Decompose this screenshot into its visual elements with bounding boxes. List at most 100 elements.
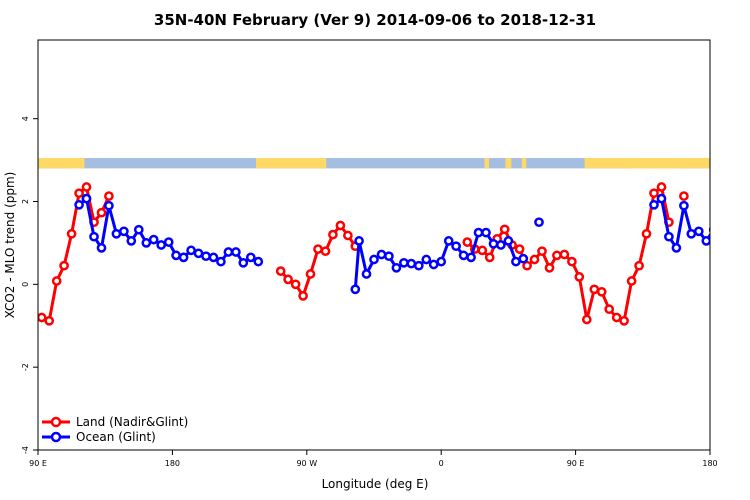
x-tick-label: 90 E — [567, 459, 585, 468]
data-point-land — [581, 314, 592, 325]
data-point-ocean — [413, 260, 424, 271]
data-point-ocean — [391, 262, 402, 273]
x-tick-label: 0 — [439, 459, 444, 468]
y-tick-label: 2 — [21, 199, 30, 204]
data-point-ocean — [428, 259, 439, 270]
data-point-ocean — [451, 241, 461, 252]
data-point-ocean — [111, 228, 122, 239]
land-strip-segment — [627, 158, 655, 169]
data-point-ocean — [245, 252, 256, 263]
data-point-ocean — [376, 249, 387, 260]
data-point-ocean — [231, 247, 241, 257]
data-point-ocean — [104, 200, 114, 211]
land-strip-segment — [656, 158, 679, 169]
plot-frame — [37, 39, 711, 451]
data-point-land — [305, 269, 316, 279]
data-point-ocean — [350, 284, 361, 295]
data-point-ocean — [238, 257, 249, 268]
data-point-ocean — [369, 254, 379, 265]
data-point-ocean — [186, 245, 196, 256]
data-point-ocean — [81, 193, 92, 204]
x-axis: 90 E 180 90 W 0 90 E 180 — [29, 450, 718, 468]
land-strip-segment — [484, 158, 489, 169]
data-point-land — [656, 182, 667, 192]
land-ocean-strip — [38, 158, 710, 169]
data-point-land — [499, 224, 510, 235]
x-tick-label: 180 — [165, 459, 180, 468]
data-point-land — [96, 207, 107, 218]
y-tick-label: -4 — [21, 446, 30, 454]
data-point-land — [484, 252, 495, 263]
data-point-ocean — [223, 247, 234, 257]
data-point-ocean — [740, 239, 747, 246]
land-strip-segment — [584, 158, 710, 169]
data-point-ocean — [148, 234, 159, 245]
data-point-ocean — [253, 256, 264, 267]
data-point-ocean — [656, 193, 667, 204]
data-point-ocean — [466, 252, 476, 263]
data-point-ocean — [156, 240, 167, 250]
ocean-strip — [38, 158, 710, 169]
data-point-ocean — [421, 254, 432, 265]
data-point-land — [298, 291, 308, 301]
data-point-ocean — [664, 231, 674, 242]
data-point-land — [552, 250, 562, 261]
legend-label: Ocean (Glint) — [76, 430, 156, 444]
data-point-land — [104, 191, 114, 201]
data-point-land — [604, 304, 615, 315]
data-point-ocean — [701, 236, 710, 246]
data-point-land — [44, 315, 55, 326]
data-point-land — [626, 276, 637, 286]
data-point-land — [574, 272, 585, 282]
data-point-land — [596, 286, 607, 297]
data-point-land — [514, 244, 525, 254]
data-point-ocean — [74, 199, 84, 210]
x-tick-label: 90 E — [29, 459, 47, 468]
data-point-ocean — [126, 236, 137, 246]
y-tick-label: 0 — [21, 282, 30, 287]
data-point-ocean — [399, 257, 409, 268]
series-layer — [38, 182, 747, 326]
y-axis-label: XCO2 - MLO trend (ppm) — [3, 172, 17, 319]
land-strip-segment — [38, 158, 85, 169]
data-point-land — [641, 228, 652, 239]
data-point-ocean — [163, 237, 174, 247]
data-point-ocean — [534, 217, 544, 228]
data-point-ocean — [361, 269, 372, 279]
data-point-land — [649, 188, 659, 199]
y-tick-label: -2 — [21, 363, 30, 371]
data-point-land — [335, 220, 346, 231]
data-point-ocean — [96, 243, 107, 253]
data-point-land — [559, 249, 570, 260]
data-point-ocean — [458, 250, 469, 261]
legend-marker — [50, 431, 62, 443]
data-point-land — [537, 246, 547, 257]
data-point-land — [328, 229, 338, 240]
series-ocean — [74, 193, 747, 295]
series-land — [38, 182, 689, 326]
data-point-ocean — [354, 236, 364, 246]
data-point-land — [619, 315, 629, 326]
data-point-ocean — [693, 226, 704, 237]
series-line-land — [41, 185, 111, 323]
data-point-ocean — [141, 238, 152, 248]
land-strip-segment — [256, 158, 327, 169]
data-point-ocean — [208, 252, 219, 263]
legend: Land (Nadir&Glint)Ocean (Glint) — [42, 415, 188, 444]
data-point-land — [679, 191, 689, 201]
data-point-ocean — [503, 236, 514, 246]
data-point-ocean — [679, 200, 689, 211]
data-point-land — [290, 279, 301, 290]
legend-item-land: Land (Nadir&Glint) — [42, 415, 188, 429]
legend-label: Land (Nadir&Glint) — [76, 415, 188, 429]
data-point-land — [343, 230, 353, 241]
data-point-ocean — [725, 236, 732, 243]
data-point-land — [275, 266, 286, 276]
data-point-land — [477, 245, 488, 256]
data-point-ocean — [481, 227, 491, 238]
data-point-ocean — [201, 251, 211, 262]
data-point-ocean — [686, 228, 697, 239]
data-point-ocean — [436, 256, 447, 267]
data-point-ocean — [133, 224, 144, 235]
data-point-ocean — [89, 231, 99, 242]
